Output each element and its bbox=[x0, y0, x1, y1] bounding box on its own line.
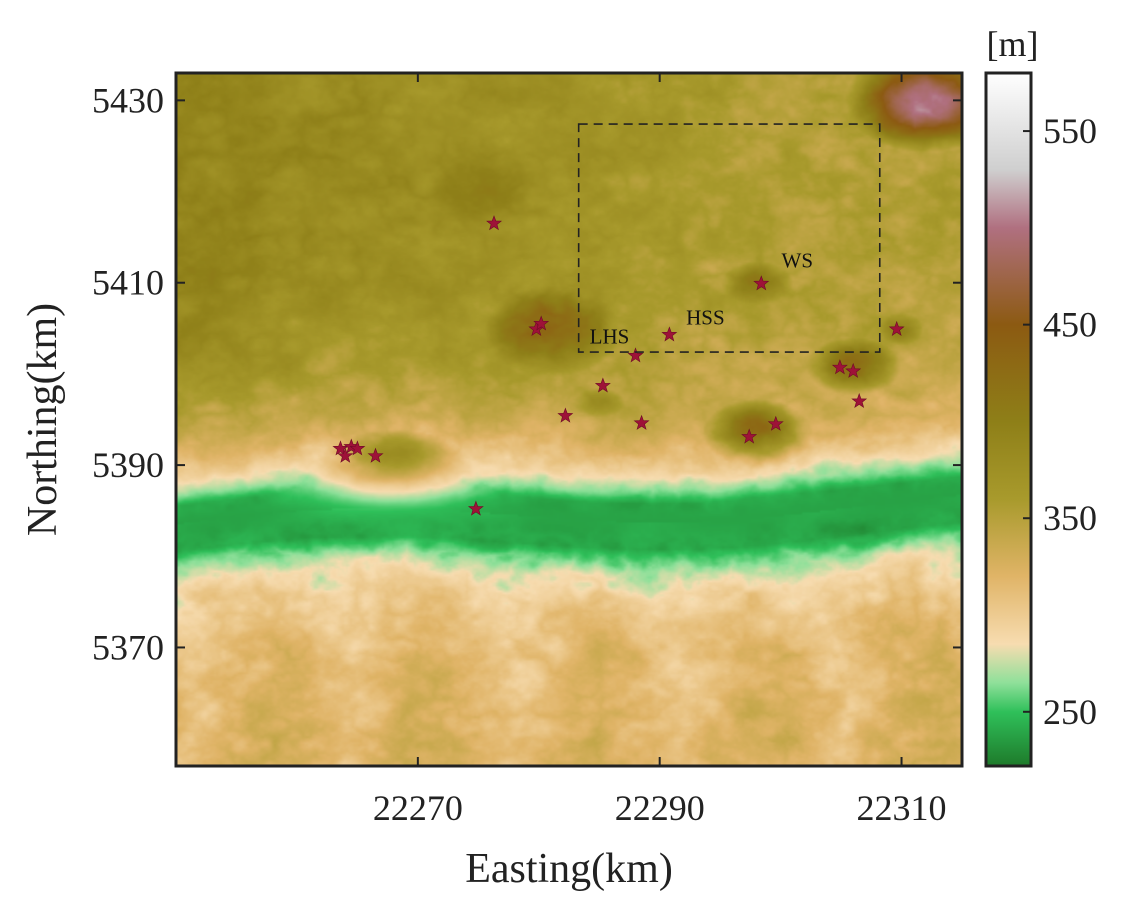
map-frame bbox=[174, 71, 964, 768]
station-marker bbox=[633, 414, 650, 430]
x-tick-label: 22270 bbox=[373, 788, 463, 828]
station-marker bbox=[337, 447, 354, 463]
study-area-box bbox=[577, 123, 881, 353]
station-marker bbox=[557, 407, 574, 423]
x-tick-label: 22290 bbox=[615, 788, 705, 828]
station-marker bbox=[486, 215, 503, 231]
y-axis: 5370 5390 5410 5430 bbox=[92, 80, 962, 667]
y-tick-label: 5390 bbox=[92, 445, 164, 485]
colorbar-ticks: 250 350 450 550 bbox=[1023, 111, 1097, 732]
y-axis-label: Northing(km) bbox=[20, 303, 66, 536]
station-marker bbox=[332, 440, 349, 456]
station-marker bbox=[627, 347, 644, 363]
station-marker bbox=[767, 415, 784, 431]
colorbar-tick-label: 450 bbox=[1043, 305, 1097, 345]
colorbar-unit-label: [m] bbox=[987, 24, 1039, 64]
y-tick-label: 5430 bbox=[92, 80, 164, 120]
station-marker bbox=[467, 500, 484, 516]
station-marker bbox=[741, 428, 758, 444]
station-marker bbox=[845, 362, 862, 378]
station-marker bbox=[831, 359, 848, 375]
station-markers bbox=[332, 215, 905, 516]
colorbar-tick-label: 350 bbox=[1043, 498, 1097, 538]
station-marker bbox=[367, 447, 384, 463]
terrain-map: LHS HSS WS bbox=[174, 71, 964, 768]
y-tick-label: 5410 bbox=[92, 263, 164, 303]
y-tick-label: 5370 bbox=[92, 627, 164, 667]
colorbar-tick-label: 250 bbox=[1043, 692, 1097, 732]
colorbar-gradient bbox=[986, 73, 1031, 766]
station-marker bbox=[851, 392, 868, 409]
station-label: WS bbox=[782, 249, 814, 273]
station-marker bbox=[753, 275, 770, 291]
x-axis: 22270 22290 22310 bbox=[373, 73, 947, 828]
station-marker bbox=[661, 326, 678, 342]
colorbar-tick-label: 550 bbox=[1043, 111, 1097, 151]
station-marker bbox=[594, 377, 611, 393]
station-label: LHS bbox=[590, 325, 630, 349]
x-axis-label: Easting(km) bbox=[465, 846, 673, 892]
station-marker bbox=[533, 315, 550, 331]
station-marker bbox=[888, 320, 905, 337]
x-tick-label: 22310 bbox=[857, 788, 947, 828]
station-label: HSS bbox=[686, 306, 725, 330]
colorbar-frame bbox=[984, 71, 1033, 768]
station-labels: LHS HSS WS bbox=[590, 249, 813, 349]
colorbar: 250 350 450 550 [m] bbox=[984, 24, 1097, 768]
station-marker bbox=[349, 440, 366, 456]
